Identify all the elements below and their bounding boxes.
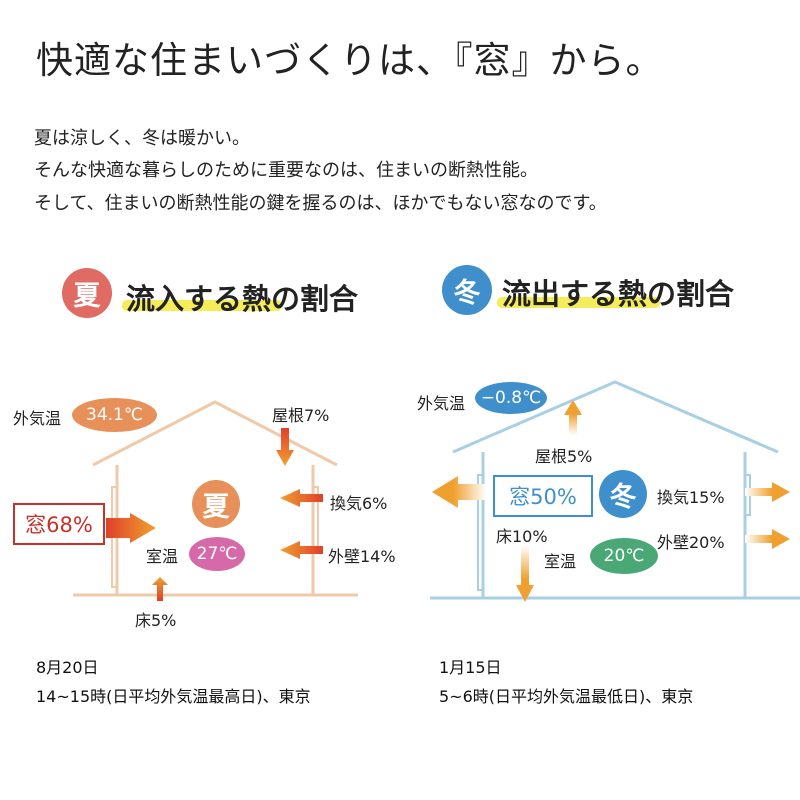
summer-note: 14~15時(日平均外気温最高日)、東京: [36, 687, 311, 706]
winter-roof-arrow: [564, 400, 582, 435]
winter-center-badge: 冬: [599, 470, 647, 518]
summer-wall-arrow: [280, 541, 323, 559]
winter-window-arrow: [432, 476, 486, 508]
winter-wall-arrow: [745, 529, 790, 549]
winter-badge: 冬: [442, 265, 492, 315]
summer-arrows: [106, 428, 323, 601]
summer-ventilation-label: 換気6%: [330, 494, 388, 513]
summer-floor-label: 床5%: [135, 611, 177, 630]
summer-date: 8月20日: [36, 658, 99, 677]
winter-floor-arrow: [516, 545, 534, 602]
summer-highlight: [122, 300, 282, 311]
summer-badge: 夏: [62, 268, 112, 318]
winter-ventilation-arrow: [745, 482, 790, 502]
winter-heading: 流出する熱の割合: [502, 277, 735, 311]
intro-line-3: そして、住まいの断熱性能の鍵を握るのは、ほかでもない窓なのです。: [34, 193, 607, 214]
intro-line-1: 夏は涼しく、冬は暖かい。: [34, 128, 250, 149]
summer-floor-arrow: [152, 577, 168, 601]
summer-roof-label: 屋根7%: [272, 406, 330, 425]
winter-date: 1月15日: [439, 658, 502, 677]
summer-house-outline: [73, 400, 358, 597]
summer-outside-label: 外気温: [13, 409, 62, 428]
summer-center-badge: 夏: [192, 480, 240, 528]
winter-ventilation-label: 換気15%: [657, 488, 725, 507]
winter-arrows: [432, 400, 790, 602]
summer-window-label: 窓68%: [13, 503, 105, 545]
winter-room-label: 室温: [544, 552, 577, 571]
winter-house-outline: [430, 380, 800, 600]
summer-ventilation-arrow: [280, 489, 323, 507]
winter-outside-label: 外気温: [417, 394, 466, 413]
summer-room-temp: 27℃: [189, 537, 245, 571]
summer-wall-label: 外壁14%: [328, 547, 396, 566]
winter-room-temp: 20℃: [590, 538, 658, 574]
summer-heading: 流入する熱の割合: [126, 282, 359, 316]
intro-line-2: そんな快適な暮らしのために重要なのは、住まいの断熱性能。: [34, 160, 538, 181]
summer-outside-temp: 34.1℃: [72, 398, 157, 432]
winter-wall-label: 外壁20%: [657, 533, 725, 552]
winter-note: 5~6時(日平均外気温最低日)、東京: [439, 687, 694, 706]
winter-window-label: 窓50%: [493, 475, 593, 517]
winter-outside-temp: −0.8℃: [475, 382, 547, 414]
summer-room-label: 室温: [146, 547, 179, 566]
winter-highlight: [497, 297, 660, 308]
page-title: 快適な住まいづくりは、『窓』から。: [36, 39, 664, 82]
summer-roof-arrow: [276, 428, 294, 466]
winter-floor-label: 床10%: [496, 527, 548, 546]
summer-window-arrow: [106, 513, 156, 543]
winter-roof-label: 屋根5%: [535, 447, 593, 466]
